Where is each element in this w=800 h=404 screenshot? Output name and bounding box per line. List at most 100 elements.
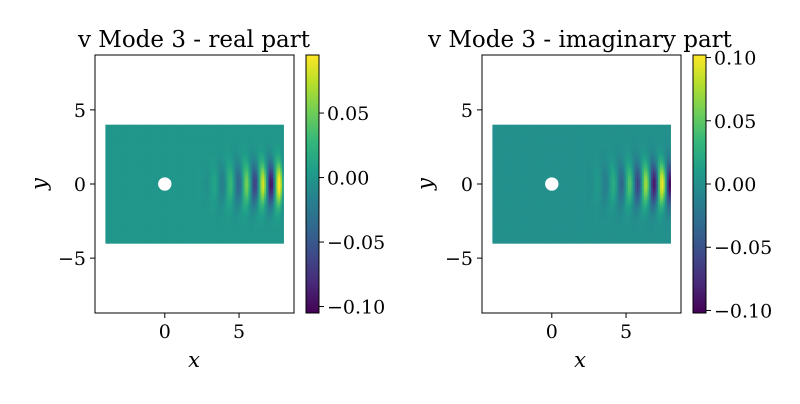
field-cell — [210, 195, 213, 198]
field-cell — [178, 224, 181, 227]
field-cell — [151, 219, 154, 222]
field-cell — [157, 215, 160, 218]
field-cell — [182, 209, 185, 213]
field-cell — [180, 237, 183, 240]
field-cell — [107, 239, 110, 242]
field-cell — [158, 202, 161, 205]
field-cell — [271, 230, 274, 233]
field-cell — [226, 226, 229, 229]
field-cell — [244, 213, 247, 216]
field-cell — [178, 215, 181, 218]
field-cell — [214, 221, 217, 224]
field-cell — [183, 221, 186, 224]
field-cell — [167, 237, 170, 240]
field-cell — [155, 235, 158, 239]
field-cell — [272, 222, 276, 226]
field-cell — [153, 239, 156, 242]
field-cell — [267, 222, 270, 226]
field-cell — [190, 208, 194, 211]
field-cell — [117, 217, 120, 220]
field-cell — [142, 209, 145, 213]
field-cell — [141, 202, 144, 205]
field-cell — [230, 235, 233, 239]
field-cell — [133, 215, 137, 218]
field-cell — [281, 200, 284, 203]
field-cell — [189, 213, 192, 216]
field-cell — [262, 234, 265, 237]
field-cell — [226, 195, 229, 198]
field-cell — [278, 196, 281, 200]
field-cell — [242, 232, 245, 235]
field-cell — [271, 198, 274, 202]
field-cell — [180, 215, 183, 218]
field-cell — [157, 230, 160, 233]
field-cell — [196, 235, 199, 239]
field-cell — [196, 217, 199, 220]
field-cell — [189, 206, 192, 209]
field-cell — [121, 198, 124, 202]
field-cell — [226, 224, 229, 227]
field-cell — [235, 234, 238, 237]
field-cell — [165, 228, 169, 231]
field-cell — [132, 198, 135, 202]
field-cell — [196, 230, 199, 233]
field-cell — [265, 221, 268, 224]
field-cell — [271, 202, 274, 205]
field-cell — [116, 237, 119, 240]
field-cell — [135, 204, 138, 207]
field-cell — [208, 200, 211, 203]
field-cell — [223, 215, 226, 218]
field-cell — [280, 204, 283, 207]
field-cell — [226, 196, 229, 200]
field-cell — [247, 200, 251, 203]
field-cell — [255, 232, 258, 235]
field-cell — [169, 237, 172, 240]
field-cell — [272, 211, 276, 214]
field-cell — [233, 237, 236, 240]
field-cell — [246, 228, 249, 231]
field-cell — [226, 219, 229, 222]
field-cell — [110, 215, 113, 218]
field-cell — [187, 224, 190, 227]
field-cell — [258, 215, 261, 218]
field-cell — [149, 196, 153, 200]
field-cell — [162, 198, 165, 202]
field-cell — [231, 198, 235, 202]
field-cell — [182, 239, 185, 242]
field-cell — [151, 226, 154, 229]
field-cell — [162, 200, 165, 203]
field-cell — [260, 217, 263, 220]
field-cell — [105, 232, 108, 235]
field-cell — [244, 235, 247, 239]
field-cell — [128, 230, 131, 233]
field-cell — [132, 211, 135, 214]
field-cell — [180, 196, 183, 200]
field-cell — [126, 209, 129, 213]
field-cell — [107, 195, 110, 198]
field-cell — [215, 222, 219, 226]
field-cell — [276, 232, 279, 235]
field-cell — [230, 224, 233, 227]
field-cell — [116, 235, 119, 239]
field-cell — [221, 232, 224, 235]
field-cell — [173, 228, 176, 231]
field-cell — [265, 208, 268, 211]
field-cell — [194, 213, 197, 216]
field-cell — [149, 239, 153, 242]
field-cell — [235, 237, 238, 240]
field-cell — [121, 215, 124, 218]
field-cell — [219, 241, 222, 244]
field-cell — [217, 209, 220, 213]
field-cell — [116, 226, 119, 229]
field-cell — [194, 200, 197, 203]
field-cell — [262, 224, 265, 227]
field-cell — [178, 208, 181, 211]
field-cell — [242, 206, 245, 209]
field-cell — [190, 228, 194, 231]
field-cell — [198, 224, 201, 227]
field-cell — [230, 237, 233, 240]
field-cell — [108, 208, 112, 211]
field-cell — [201, 237, 204, 240]
field-cell — [151, 206, 154, 209]
field-cell — [249, 222, 252, 226]
